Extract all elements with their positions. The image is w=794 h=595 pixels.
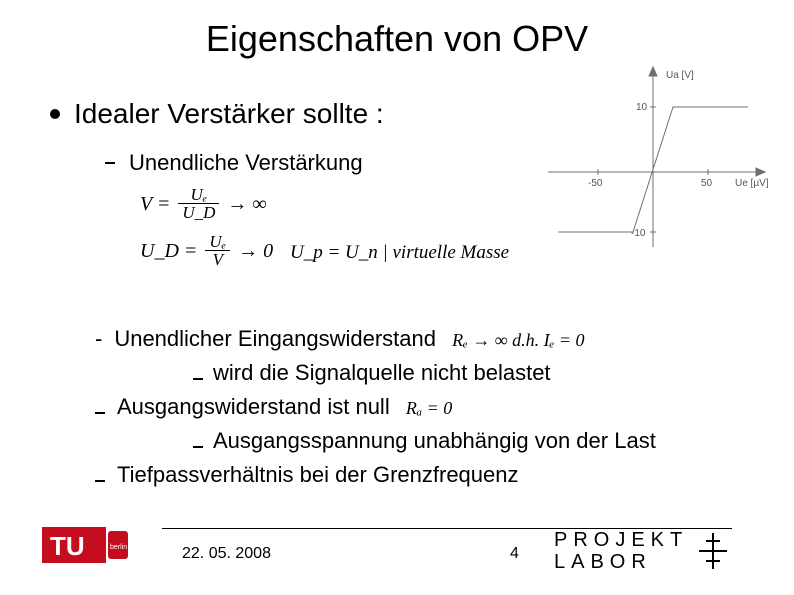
output-r-consequence-text: Ausgangsspannung unabhängig von der Last [213, 424, 656, 458]
ud-arrow: → 0 [238, 238, 273, 264]
main-bullet-text: Idealer Verstärker sollte : [74, 98, 384, 130]
dash-icon: - [95, 322, 102, 356]
dash-icon [193, 378, 203, 380]
v-eq: V = [140, 191, 170, 217]
ud-fraction: Uₑ V [205, 233, 230, 268]
chart-x-label: Ue [µV] [735, 178, 768, 189]
infinite-input-r-math: Rₑ → ∞ d.h. Iₑ = 0 [452, 330, 584, 350]
body-list: - Unendlicher Eingangswiderstand Rₑ → ∞ … [95, 322, 735, 492]
formula-ud: U_D = Uₑ V → 0 [140, 233, 273, 268]
infinite-input-r-text: Unendlicher Eingangswiderstand [114, 326, 436, 351]
row-output-r-consequence: Ausgangsspannung unabhängig von der Last [95, 424, 735, 458]
formula-v: V = Uₑ U_D → ∞ [140, 186, 273, 221]
svg-text:TU: TU [50, 531, 85, 561]
slide-title: Eigenschaften von OPV [0, 0, 794, 60]
ud-eq: U_D = [140, 238, 197, 264]
formula-up-un: U_p = U_n | virtuelle Masse [290, 242, 509, 264]
v-fraction: Uₑ U_D [178, 186, 219, 221]
chart-ytick-pos: 10 [636, 102, 648, 113]
formula-block: V = Uₑ U_D → ∞ U_D = Uₑ V → 0 [140, 186, 273, 280]
v-arrow: → ∞ [227, 191, 266, 217]
footer-page-number: 4 [510, 545, 519, 563]
footer-date: 22. 05. 2008 [182, 545, 271, 563]
dash-icon [95, 412, 105, 414]
input-r-consequence-text: wird die Signalquelle nicht belastet [213, 356, 551, 390]
row-lowpass: Tiefpassverhältnis bei der Grenzfrequenz [95, 458, 735, 492]
projekt-label: PROJEKT [554, 529, 688, 551]
row-output-r-zero: Ausgangswiderstand ist null Rₐ = 0 [95, 390, 735, 424]
projekt-labor-logo: PROJEKT LABOR [554, 527, 754, 575]
ud-frac-num: Uₑ [205, 233, 230, 250]
sub-bullet-infinite-gain: Unendliche Verstärkung [105, 150, 363, 176]
main-bullet-row: Idealer Verstärker sollte : [50, 98, 384, 130]
chart-ytick-neg: -10 [631, 228, 646, 239]
row-input-r-consequence: wird die Signalquelle nicht belastet [95, 356, 735, 390]
row-infinite-input-r: - Unendlicher Eingangswiderstand Rₑ → ∞ … [95, 322, 735, 356]
projekt-labor-icon [696, 531, 730, 571]
v-frac-num: Uₑ [187, 186, 212, 203]
dash-icon [193, 446, 203, 448]
infinite-gain-label: Unendliche Verstärkung [129, 150, 363, 176]
ud-frac-den: V [209, 251, 227, 268]
output-r-zero-math: Rₐ = 0 [406, 398, 452, 418]
chart-xtick-pos: 50 [701, 178, 713, 189]
v-frac-den: U_D [178, 204, 219, 221]
chart-xtick-neg: -50 [588, 178, 603, 189]
chart-y-label: Ua [V] [666, 70, 694, 81]
svg-text:berlin: berlin [110, 544, 127, 551]
bullet-icon [50, 109, 60, 119]
opv-transfer-chart: Ua [V] Ue [µV] -50 50 10 -10 [538, 62, 768, 262]
dash-icon [105, 162, 115, 164]
tu-berlin-logo: TU berlin [42, 521, 132, 569]
labor-label: LABOR [554, 551, 688, 573]
lowpass-text: Tiefpassverhältnis bei der Grenzfrequenz [117, 458, 519, 492]
dash-icon [95, 480, 105, 482]
output-r-zero-text: Ausgangswiderstand ist null [117, 394, 390, 419]
